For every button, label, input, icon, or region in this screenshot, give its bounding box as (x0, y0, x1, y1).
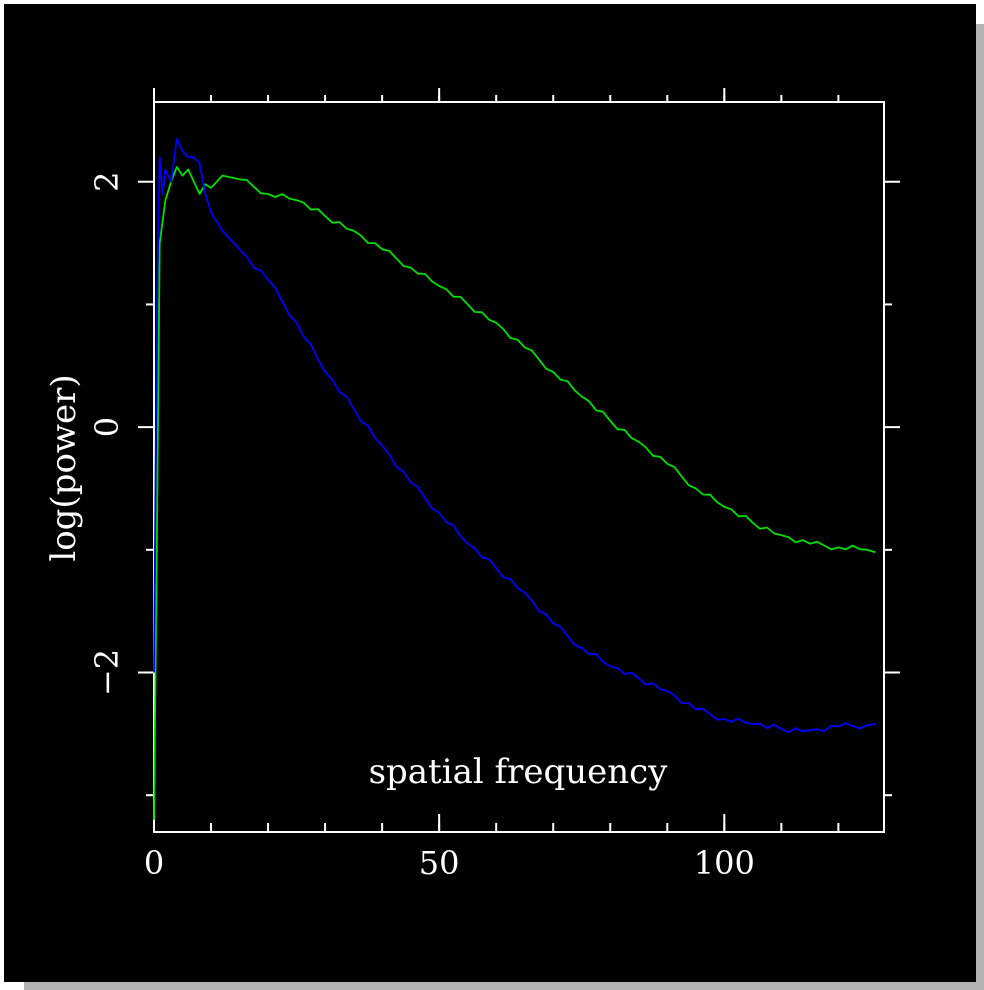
y-axis-label: log(power) (44, 374, 84, 561)
plot-background (4, 4, 976, 982)
x-axis-label: spatial frequency (369, 752, 669, 792)
axes: 0 50 100 −2 0 2 (88, 88, 900, 882)
y-tick-label: 0 (88, 417, 126, 437)
labels-layer: spatial frequency log(power) (44, 374, 668, 792)
y-tick-label: 2 (88, 172, 126, 192)
series-layer (153, 137, 876, 820)
y-tick-label: −2 (88, 649, 126, 696)
x-tick-label: 0 (144, 844, 164, 882)
series-line-green (153, 166, 876, 820)
series-line-blue (153, 137, 876, 734)
plot-frame (153, 101, 885, 833)
x-tick-label: 100 (694, 844, 755, 882)
x-tick-label: 50 (419, 844, 460, 882)
